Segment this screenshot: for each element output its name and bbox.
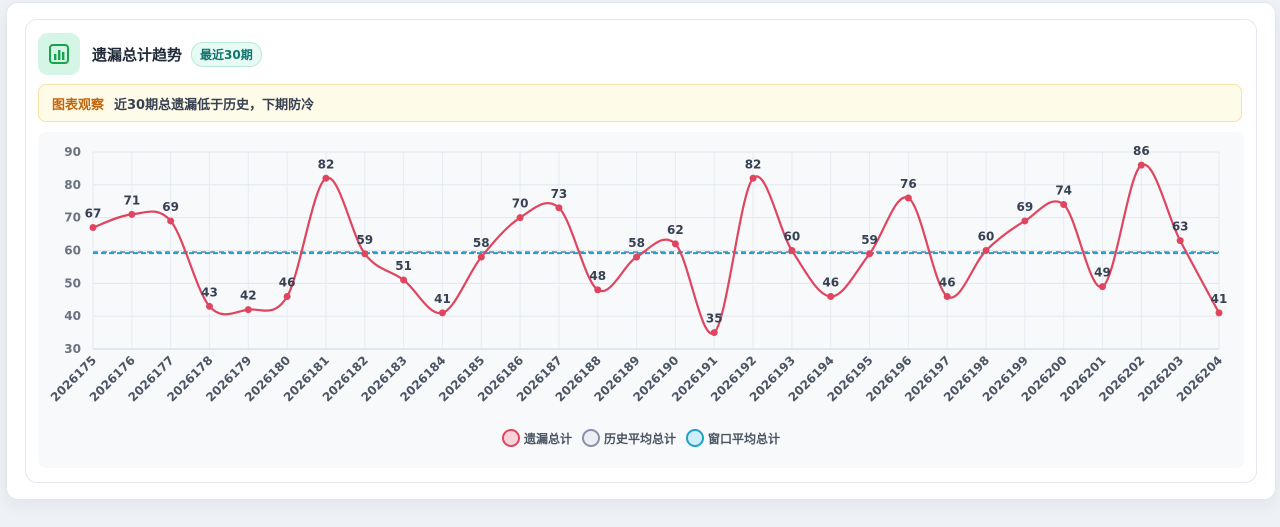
y-tick-label: 40 — [64, 309, 81, 323]
data-label: 67 — [85, 207, 102, 221]
page-container: 遗漏总计趋势 最近30期 图表观察 近30期总遗漏低于历史，下期防冷 30 40 5… — [6, 2, 1276, 500]
legend-label-window-avg: 窗口平均总计 — [708, 431, 781, 446]
data-label: 42 — [240, 289, 257, 303]
period-badge: 最近30期 — [191, 41, 262, 67]
bar-chart-icon — [38, 33, 80, 75]
line-chart: 3040506070809020261752026176202617720261… — [48, 144, 1228, 404]
card-header: 遗漏总计趋势 最近30期 — [38, 32, 262, 76]
legend-swatch-window-avg — [686, 429, 704, 447]
data-point — [477, 253, 485, 261]
data-point — [361, 250, 369, 258]
data-label: 70 — [512, 197, 529, 211]
data-point — [594, 286, 602, 294]
legend-item-series[interactable]: 遗漏总计 — [501, 429, 572, 447]
data-point — [89, 224, 97, 232]
data-point — [516, 214, 524, 222]
data-point — [1099, 283, 1107, 291]
data-point — [1060, 201, 1068, 209]
data-point — [322, 174, 330, 182]
data-label: 82 — [318, 157, 335, 171]
legend-item-window-avg[interactable]: 窗口平均总计 — [686, 429, 780, 447]
chart-card: 遗漏总计趋势 最近30期 图表观察 近30期总遗漏低于历史，下期防冷 30 40 5… — [25, 19, 1257, 483]
data-label: 71 — [123, 193, 140, 207]
data-point — [671, 240, 679, 248]
data-point — [1176, 237, 1184, 245]
data-label: 69 — [162, 200, 179, 214]
data-point — [788, 247, 796, 254]
data-label: 49 — [1094, 266, 1111, 280]
data-label: 48 — [589, 269, 606, 283]
data-label: 43 — [201, 285, 218, 299]
y-tick-label: 50 — [64, 276, 81, 290]
data-point — [710, 329, 718, 337]
data-label: 76 — [900, 177, 917, 191]
data-point — [827, 292, 835, 300]
data-point — [244, 306, 252, 314]
legend-label-series: 遗漏总计 — [523, 431, 572, 446]
data-label: 82 — [745, 157, 762, 171]
data-point — [982, 247, 990, 254]
y-tick-label: 70 — [64, 211, 81, 225]
data-point — [555, 204, 563, 212]
y-tick-label: 30 — [64, 342, 81, 356]
insight-text: 近30期总遗漏低于历史，下期防冷 — [114, 97, 315, 113]
data-point — [167, 217, 175, 225]
insight-banner: 图表观察 近30期总遗漏低于历史，下期防冷 — [38, 84, 1242, 122]
data-point — [1021, 217, 1029, 225]
data-label: 73 — [551, 187, 568, 201]
data-label: 58 — [628, 236, 645, 250]
legend-swatch-series — [501, 429, 520, 447]
data-label: 41 — [1211, 292, 1228, 306]
data-label: 46 — [279, 275, 296, 289]
series-line — [92, 163, 1220, 335]
data-label: 59 — [356, 233, 373, 247]
y-tick-label: 90 — [64, 145, 81, 159]
data-label: 51 — [395, 259, 412, 273]
data-point — [1215, 309, 1223, 317]
data-point — [128, 210, 136, 218]
data-point — [943, 292, 951, 300]
data-label: 58 — [473, 236, 490, 250]
data-label: 35 — [706, 312, 723, 326]
insight-label: 图表观察 — [52, 97, 105, 113]
legend-item-history-avg[interactable]: 历史平均总计 — [581, 429, 676, 447]
data-label: 59 — [861, 233, 878, 247]
chart-legend: 遗漏总计 历史平均总计 窗口平均总计 — [38, 429, 1244, 447]
data-point — [633, 253, 641, 261]
y-tick-label: 60 — [64, 244, 81, 258]
chart-area: 30 40 50 60 70 80 90 2026175 2026176 2026177 20261… — [38, 132, 1244, 468]
data-label: 41 — [434, 292, 451, 306]
data-label: 74 — [1055, 184, 1072, 198]
data-point — [205, 302, 213, 310]
data-point — [400, 276, 408, 284]
data-point — [438, 309, 446, 317]
data-point — [1137, 161, 1145, 169]
data-label: 46 — [939, 275, 956, 289]
data-label: 63 — [1172, 220, 1189, 234]
data-point — [749, 174, 757, 182]
data-label: 46 — [822, 275, 839, 289]
data-point — [904, 194, 912, 202]
data-label: 60 — [784, 230, 801, 244]
data-label: 60 — [978, 230, 995, 244]
legend-swatch-history-avg — [581, 429, 600, 447]
y-tick-label: 80 — [64, 178, 81, 192]
legend-label-history-avg: 历史平均总计 — [603, 431, 676, 446]
page-title: 遗漏总计趋势 — [92, 45, 183, 64]
data-label: 69 — [1017, 200, 1034, 214]
data-label: 86 — [1133, 144, 1150, 158]
data-label: 62 — [667, 223, 684, 237]
data-point — [283, 292, 291, 300]
data-point — [866, 250, 874, 258]
